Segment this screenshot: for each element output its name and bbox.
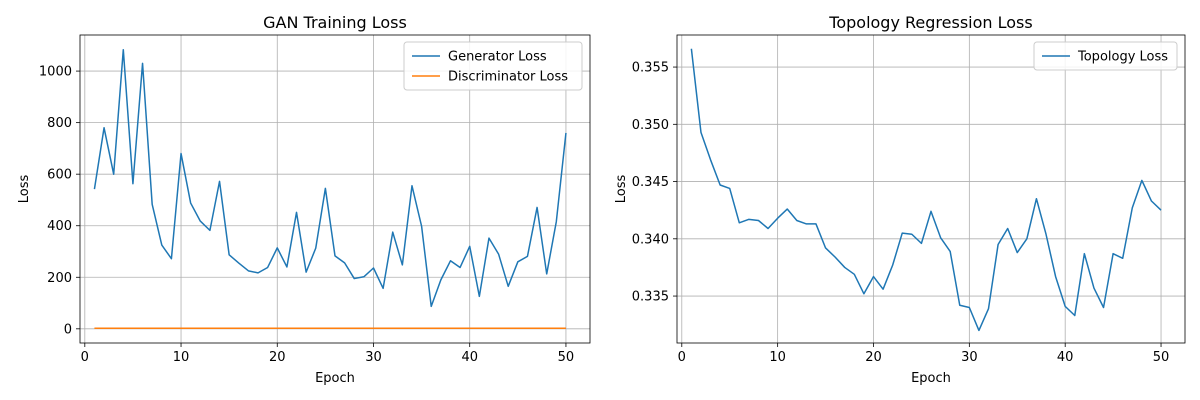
x-tick-label: 40	[461, 350, 478, 365]
y-tick-label: 0.345	[632, 175, 669, 190]
chart-panel-2: 0 10 20 30 40 50 0.335 0.340 0.345 0.350 0.355 Topo…	[614, 13, 1186, 386]
legend-box	[403, 41, 583, 91]
x-tick-label: 0	[81, 350, 89, 365]
y-tick-label: 400	[47, 219, 72, 234]
x-tick-label: 20	[269, 350, 286, 365]
chart-panel-1: 0 10 20 30 40 50 0 200 400 600 800 1000 GAN Training…	[17, 13, 591, 386]
x-tick-label: 50	[1153, 350, 1170, 365]
legend: Generator Loss Discriminator Loss	[403, 41, 583, 91]
legend-box	[1033, 41, 1178, 71]
legend-label: Topology Loss	[1077, 50, 1168, 65]
y-tick-label: 0.355	[632, 61, 669, 76]
y-tick-label: 600	[47, 168, 72, 183]
y-tick-label: 0.350	[632, 118, 669, 133]
legend-label: Discriminator Loss	[448, 70, 568, 85]
chart-title: Topology Regression Loss	[828, 13, 1032, 32]
x-tick-label: 50	[558, 350, 575, 365]
x-axis-label: Epoch	[315, 371, 355, 386]
axes-frame	[676, 34, 1186, 344]
chart-title: GAN Training Loss	[263, 13, 407, 32]
y-tick-label: 1000	[39, 65, 72, 80]
y-tick-label: 0.335	[632, 290, 669, 305]
series-line-generator-loss	[93, 48, 567, 308]
axes-frame	[79, 34, 591, 344]
x-tick-label: 40	[1057, 350, 1074, 365]
y-tick-label: 0	[64, 322, 72, 337]
y-axis-label: Loss	[614, 175, 629, 204]
legend: Topology Loss	[1033, 41, 1178, 71]
x-tick-label: 20	[865, 350, 882, 365]
y-tick-label: 200	[47, 271, 72, 286]
x-tick-label: 30	[961, 350, 978, 365]
x-tick-label: 10	[173, 350, 190, 365]
x-tick-label: 30	[365, 350, 382, 365]
legend-label: Generator Loss	[448, 50, 547, 65]
x-tick-label: 10	[769, 350, 786, 365]
x-tick-label: 0	[678, 350, 686, 365]
y-tick-label: 0.340	[632, 232, 669, 247]
series-line-topology-loss	[690, 48, 1162, 332]
y-tick-label: 800	[47, 116, 72, 131]
y-axis-label: Loss	[17, 175, 32, 204]
x-axis-label: Epoch	[911, 371, 951, 386]
